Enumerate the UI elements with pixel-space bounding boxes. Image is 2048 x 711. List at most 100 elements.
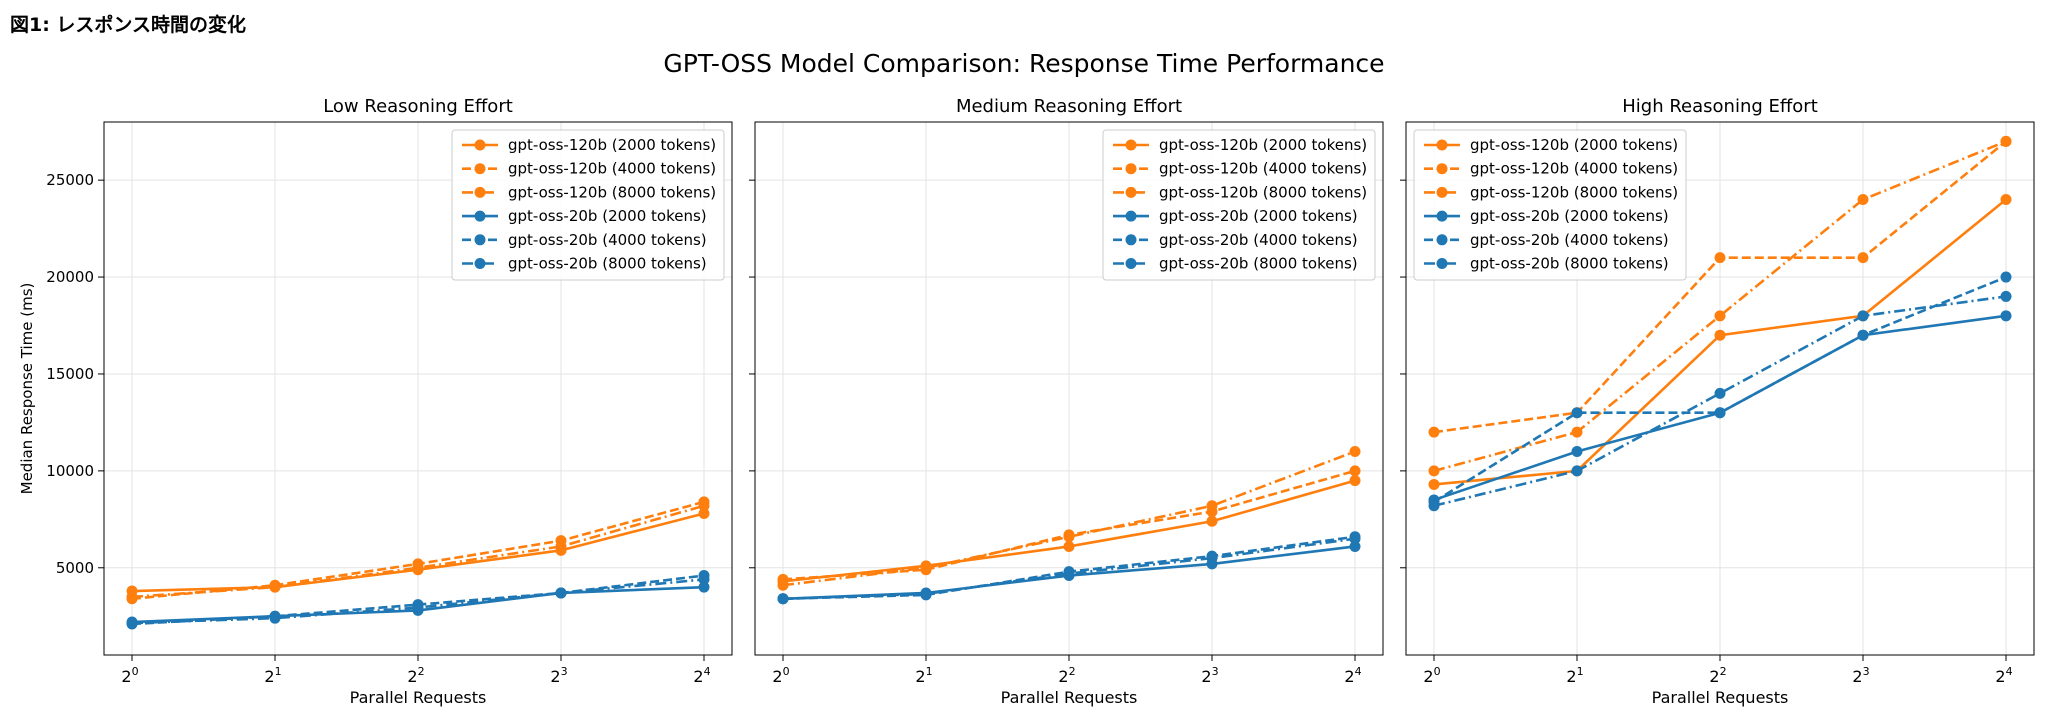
data-point (1714, 407, 1726, 419)
data-point (1571, 426, 1583, 438)
legend-entry: gpt-oss-20b (2000 tokens) (1470, 207, 1669, 225)
legend-entry: gpt-oss-20b (4000 tokens) (1159, 231, 1358, 249)
data-point (1206, 515, 1218, 527)
data-point (1428, 478, 1440, 490)
legend-box (1413, 129, 1687, 281)
data-point (1857, 252, 1869, 264)
x-tick-label: 20 (1423, 665, 1440, 686)
legend-marker (474, 234, 486, 246)
series-path (131, 578, 705, 625)
data-point (698, 508, 710, 520)
data-point (1857, 329, 1869, 341)
data-point (1714, 252, 1726, 264)
legend-entry: gpt-oss-20b (8000 tokens) (1159, 255, 1358, 273)
data-point (1349, 475, 1361, 487)
data-point (777, 579, 789, 591)
data-point (1063, 568, 1075, 580)
legend: gpt-oss-120b (2000 tokens) gpt-oss-120b (… (1102, 129, 1376, 281)
legend-marker (474, 210, 486, 222)
data-point (126, 591, 138, 603)
data-point (1571, 445, 1583, 457)
chart-panel-1: Low Reasoning Effort 20 21 22 23 24 5000 10000 1… (18, 96, 733, 707)
data-point (1428, 426, 1440, 438)
legend-entry: gpt-oss-120b (4000 tokens) (1159, 160, 1367, 178)
chart-panel-3: High Reasoning Effort 20 21 22 23 24 Parallel … (1400, 96, 2035, 707)
y-axis-label: Median Response Time (ms) (18, 283, 36, 495)
y-tick-label: 20000 (46, 268, 94, 286)
legend: gpt-oss-120b (2000 tokens) gpt-oss-120b (… (1413, 129, 1687, 281)
series-line (1428, 290, 2012, 512)
x-axis-label: Parallel Requests (1652, 688, 1789, 707)
data-point (1206, 552, 1218, 564)
data-point (555, 540, 567, 552)
legend-entry: gpt-oss-120b (8000 tokens) (508, 183, 716, 201)
data-point (1857, 194, 1869, 206)
x-tick-label: 20 (121, 665, 138, 686)
data-point (920, 562, 932, 574)
data-point (269, 612, 281, 624)
y-tick-label: 5000 (56, 559, 94, 577)
series-line (1428, 271, 2012, 508)
x-tick-label: 23 (1201, 665, 1218, 686)
legend-entry: gpt-oss-120b (2000 tokens) (508, 136, 716, 154)
x-tick-label: 22 (1709, 665, 1726, 686)
series-path (1433, 140, 2007, 473)
x-tick-label: 21 (1566, 665, 1583, 686)
legend-box (451, 129, 725, 281)
x-axis-label: Parallel Requests (1001, 688, 1138, 707)
panel-title: High Reasoning Effort (1622, 96, 1818, 117)
data-point (698, 581, 710, 593)
legend-marker (474, 139, 486, 151)
y-tick-label: 10000 (46, 462, 94, 480)
series-line (126, 573, 710, 629)
legend-marker (1125, 258, 1137, 269)
x-tick-label: 24 (693, 665, 710, 686)
x-tick-label: 22 (1058, 665, 1075, 686)
legend-entry: gpt-oss-120b (2000 tokens) (1470, 136, 1678, 154)
x-tick-label: 21 (915, 665, 932, 686)
legend-box (1102, 129, 1376, 281)
data-point (1063, 540, 1075, 552)
data-point (555, 587, 567, 599)
legend-marker (1436, 234, 1448, 246)
legend-marker (1125, 234, 1137, 246)
data-point (1206, 500, 1218, 512)
legend-entry: gpt-oss-120b (8000 tokens) (1470, 183, 1678, 201)
legend-entry: gpt-oss-20b (2000 tokens) (508, 207, 707, 225)
series-line (126, 500, 710, 603)
series-line (777, 445, 1361, 591)
data-point (698, 500, 710, 512)
legend-marker (1436, 258, 1448, 269)
data-point (2000, 135, 2012, 147)
data-point (412, 602, 424, 614)
legend-marker (1436, 139, 1448, 151)
legend-marker (1436, 186, 1448, 198)
legend: gpt-oss-120b (2000 tokens) gpt-oss-120b (… (451, 129, 725, 281)
data-point (1714, 310, 1726, 322)
legend-entry: gpt-oss-20b (8000 tokens) (1470, 255, 1669, 273)
x-tick-label: 23 (550, 665, 567, 686)
data-point (777, 593, 789, 605)
data-point (1714, 387, 1726, 399)
data-point (1571, 407, 1583, 419)
data-point (269, 581, 281, 593)
data-point (2000, 310, 2012, 322)
data-point (1349, 540, 1361, 552)
series-path (782, 450, 1356, 587)
data-point (698, 573, 710, 585)
y-tick-label: 25000 (46, 171, 94, 189)
x-axis-label: Parallel Requests (350, 688, 487, 707)
legend-marker (1436, 210, 1448, 222)
legend-marker (1125, 186, 1137, 198)
x-tick-label: 24 (1344, 665, 1361, 686)
legend-entry: gpt-oss-120b (4000 tokens) (508, 160, 716, 178)
legend-marker (474, 186, 486, 198)
x-tick-label: 20 (772, 665, 789, 686)
x-tick-label: 22 (407, 665, 424, 686)
data-point (1428, 465, 1440, 477)
chart-suptitle: GPT-OSS Model Comparison: Response Time … (663, 49, 1384, 78)
legend-entry: gpt-oss-120b (8000 tokens) (1159, 183, 1367, 201)
legend-entry: gpt-oss-120b (4000 tokens) (1470, 160, 1678, 178)
x-tick-label: 23 (1852, 665, 1869, 686)
